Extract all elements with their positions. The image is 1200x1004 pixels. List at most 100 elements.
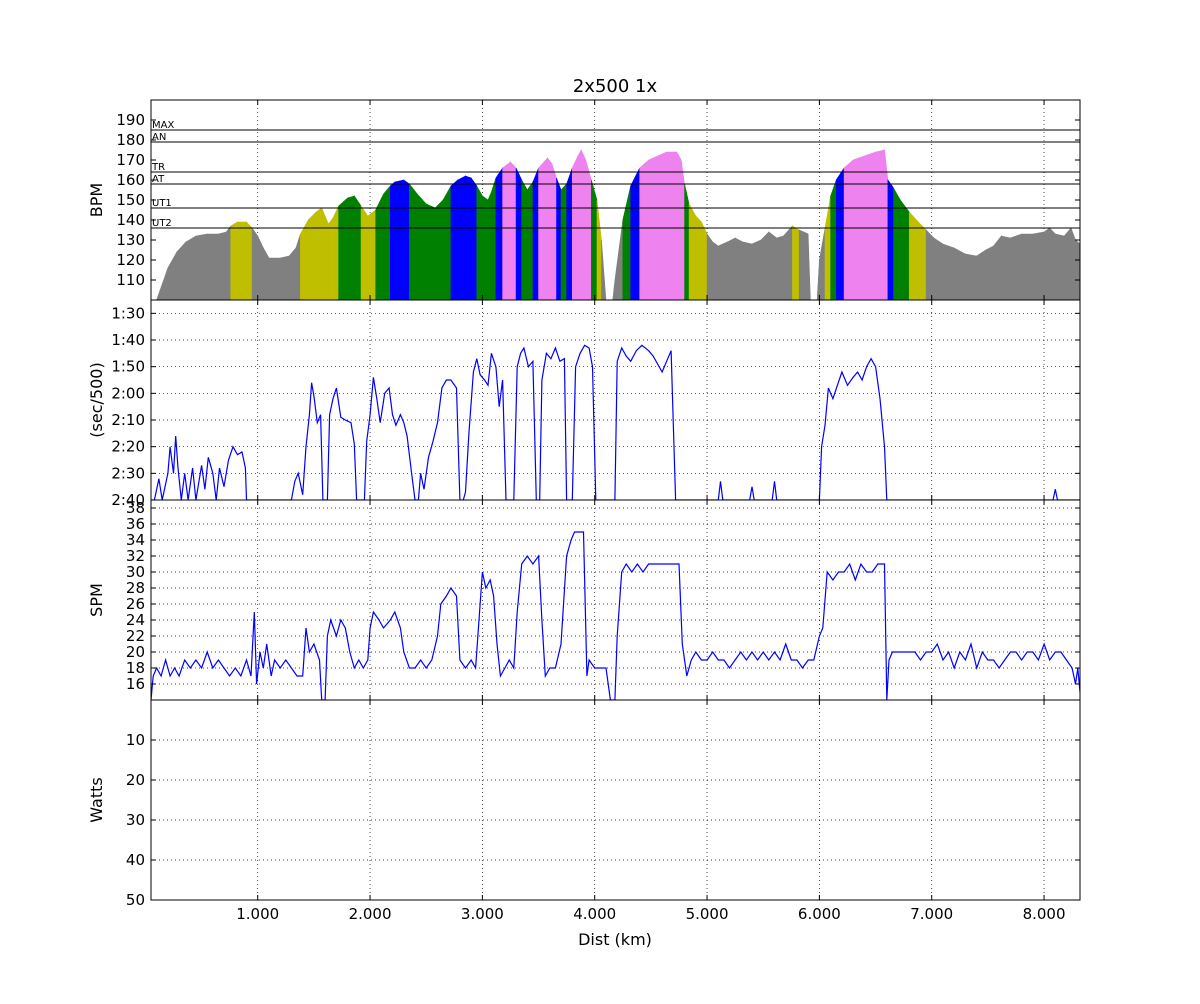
hr-area-segment bbox=[953, 247, 966, 300]
hr-area-segment bbox=[816, 259, 820, 300]
hr-area-segment bbox=[360, 205, 369, 300]
panel-hr-ytick-label: 150 bbox=[116, 191, 145, 209]
hr-area-segment bbox=[695, 215, 702, 300]
hr-area-segment bbox=[300, 218, 309, 300]
hr-area-segment bbox=[819, 227, 826, 300]
hr-area-segment bbox=[450, 179, 458, 300]
panel-hr-ytick-label: 130 bbox=[116, 231, 145, 249]
hr-area-segment bbox=[324, 215, 329, 300]
hr-area-segment bbox=[510, 161, 517, 300]
panel-hr-ytick-label: 180 bbox=[116, 131, 145, 149]
hr-area-segment bbox=[680, 159, 685, 300]
panel-spm-ytick-label: 26 bbox=[126, 595, 145, 613]
hr-area-segment bbox=[465, 175, 472, 300]
hr-area-segment bbox=[835, 166, 845, 300]
panel-spm-ytick-label: 36 bbox=[126, 515, 145, 533]
x-tick-label: 3.000 bbox=[461, 905, 504, 923]
hr-area-segment bbox=[566, 167, 573, 300]
hr-area-segment bbox=[622, 185, 631, 300]
hr-area-segment bbox=[917, 221, 927, 300]
hr-area-segment bbox=[383, 185, 391, 300]
hr-area-segment bbox=[726, 237, 736, 300]
pace-series-line bbox=[151, 344, 1080, 500]
hr-area-segment bbox=[375, 193, 384, 300]
hr-area-segment bbox=[416, 193, 427, 300]
panel-pace-ytick-label: 2:30 bbox=[111, 464, 145, 482]
hr-area-segment bbox=[768, 231, 777, 300]
hr-area-segment bbox=[476, 184, 483, 300]
hr-area-segment bbox=[279, 255, 290, 300]
hr-area-segment bbox=[560, 183, 567, 300]
hr-area-segment bbox=[403, 179, 410, 300]
panel-spm-ytick-label: 20 bbox=[126, 643, 145, 661]
hr-area-segment bbox=[596, 199, 602, 300]
hr-area-segment bbox=[237, 221, 247, 300]
hr-area-segment bbox=[1010, 233, 1022, 300]
hr-area-segment bbox=[776, 235, 784, 300]
hr-area-segment bbox=[925, 229, 935, 300]
panel-power-ylabel: Watts bbox=[87, 777, 106, 822]
hr-area-segment bbox=[657, 151, 667, 300]
hr-zone-label-at: AT bbox=[152, 174, 165, 185]
panel-pace-ytick-label: 2:40 bbox=[111, 491, 145, 509]
hr-area-segment bbox=[1075, 239, 1080, 300]
panel-hr-ytick-label: 120 bbox=[116, 251, 145, 269]
hr-area-segment bbox=[612, 279, 616, 300]
hr-area-segment bbox=[338, 197, 348, 300]
hr-zone-label-max: MAX bbox=[152, 120, 174, 131]
x-tick-label: 2.000 bbox=[349, 905, 392, 923]
hr-area-segment bbox=[1049, 227, 1056, 300]
hr-area-segment bbox=[195, 233, 208, 300]
panel-spm-ytick-label: 24 bbox=[126, 611, 145, 629]
panel-spm-ytick-label: 32 bbox=[126, 547, 145, 565]
hr-area-segment bbox=[684, 183, 690, 300]
hr-area-segment bbox=[942, 243, 955, 300]
hr-area-segment bbox=[639, 159, 649, 300]
panel-pace-ytick-label: 1:40 bbox=[111, 331, 145, 349]
x-tick-label: 7.000 bbox=[910, 905, 953, 923]
hr-area-segment bbox=[760, 231, 770, 300]
hr-area-segment bbox=[585, 159, 592, 300]
hr-area-segment bbox=[246, 221, 253, 300]
hr-area-segment bbox=[225, 225, 232, 300]
chart-title: 2x500 1x bbox=[573, 76, 658, 97]
hr-area-segment bbox=[251, 227, 259, 300]
panel-pace: 1:30 1:40 1:50 2:00 2:10 2:20 2:30 2:40 (sec/500… bbox=[87, 299, 1081, 509]
panel-power: 10 20 30 40 50 Watts bbox=[87, 699, 1081, 909]
hr-area-segment bbox=[908, 211, 919, 300]
hr-area-segment bbox=[409, 183, 418, 300]
panel-spm-ytick-label: 28 bbox=[126, 579, 145, 597]
hr-area-segment bbox=[1032, 231, 1045, 300]
panel-spm-ytick-label: 18 bbox=[126, 659, 145, 677]
hr-zone-label-tr: TR bbox=[151, 162, 165, 173]
hr-area-segment bbox=[315, 207, 323, 300]
panel-hr-ytick-label: 140 bbox=[116, 211, 145, 229]
hr-area-segment bbox=[394, 179, 405, 300]
hr-area-segment bbox=[751, 239, 762, 300]
hr-area-segment bbox=[434, 199, 444, 300]
hr-area-segment bbox=[666, 151, 678, 300]
hr-area-segment bbox=[295, 233, 301, 300]
hr-area-segment bbox=[614, 219, 624, 300]
panel-hr-ytick-label: 190 bbox=[116, 111, 145, 129]
x-tick-label: 8.000 bbox=[1023, 905, 1066, 923]
hr-area-segment bbox=[495, 167, 503, 300]
hr-area-segment bbox=[156, 283, 163, 300]
panel-spm-ytick-label: 38 bbox=[126, 499, 145, 517]
panel-spm-plot bbox=[151, 500, 1080, 700]
hr-area-segment bbox=[347, 195, 355, 300]
hr-area-segment bbox=[933, 237, 944, 300]
panel-power-ytick-label: 30 bbox=[126, 811, 145, 829]
hr-area-segment bbox=[532, 167, 539, 300]
panel-pace-ytick-label: 2:10 bbox=[111, 411, 145, 429]
hr-zone-label-an: AN bbox=[152, 132, 166, 143]
hr-area-segment bbox=[792, 225, 800, 300]
panel-pace-ylabel: (sec/500) bbox=[87, 362, 106, 437]
panel-pace-ytick-label: 2:20 bbox=[111, 438, 145, 456]
panel-spm-ytick-label: 30 bbox=[126, 563, 145, 581]
hr-area-segment bbox=[734, 237, 744, 300]
hr-area-segment bbox=[367, 209, 376, 300]
